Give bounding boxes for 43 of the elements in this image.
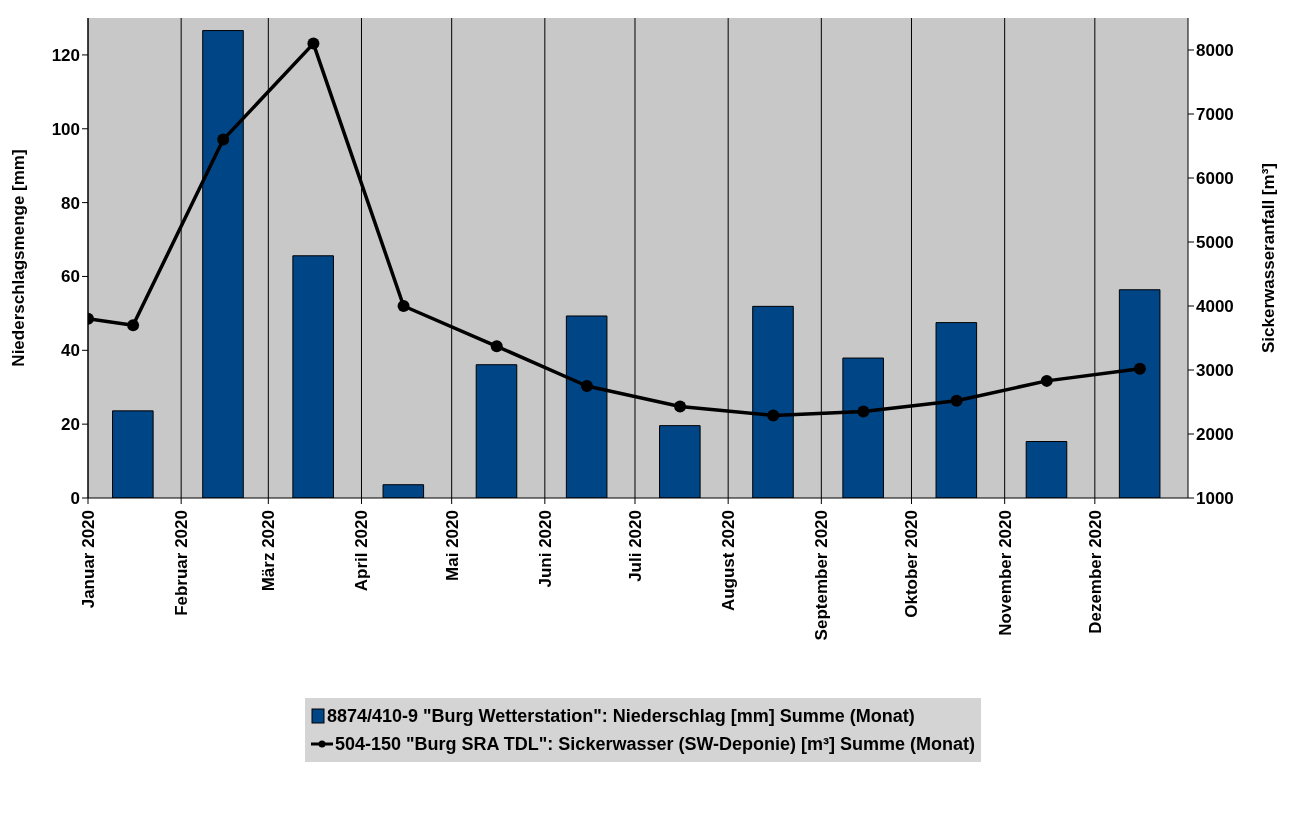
legend-label: 504-150 "Burg SRA TDL": Sickerwasser (SW-Deponie) [m³] Summe (Monat) xyxy=(334,733,976,755)
legend-label: 8874/410-9 "Burg Wetterstation": Niederschlag [mm] Summe (Monat) xyxy=(326,705,915,727)
y-tick-label: 80 xyxy=(61,193,80,213)
y2-axis-title: Sickerwasseranfall [m³] xyxy=(1259,163,1279,353)
y-tick-label: 100 xyxy=(51,119,80,139)
point xyxy=(580,380,593,392)
point xyxy=(1040,374,1053,387)
point xyxy=(307,37,320,50)
x-tick-label: Oktober 2020 xyxy=(902,510,922,618)
y2-tick-label: 7000 xyxy=(1196,105,1234,125)
x-tick-label: September 2020 xyxy=(812,510,832,641)
y-tick-label: 120 xyxy=(51,45,80,65)
point xyxy=(674,400,687,413)
point xyxy=(397,300,410,312)
point xyxy=(950,394,963,407)
x-tick-label: Juli 2020 xyxy=(625,510,645,582)
point xyxy=(767,409,780,422)
point xyxy=(490,340,503,353)
y2-tick-label: 6000 xyxy=(1196,169,1234,189)
y-axis-title: Niederschlagsmenge [mm] xyxy=(9,149,29,367)
y-tick-label: 60 xyxy=(61,267,80,287)
x-tick-label: Mai 2020 xyxy=(442,510,462,581)
point xyxy=(217,133,230,146)
y2-tick-label: 3000 xyxy=(1196,361,1234,381)
y-tick-label: 40 xyxy=(61,341,80,361)
point xyxy=(127,319,140,332)
x-tick-label: Januar 2020 xyxy=(79,510,98,609)
y2-tick-label: 4000 xyxy=(1196,297,1234,317)
x-tick-label: Februar 2020 xyxy=(172,510,192,616)
x-tick-label: August 2020 xyxy=(719,510,739,612)
y-tick-label: 0 xyxy=(70,489,80,509)
x-tick-label: November 2020 xyxy=(995,510,1015,636)
y2-tick-label: 8000 xyxy=(1196,41,1234,61)
x-tick-label: März 2020 xyxy=(259,510,279,592)
point xyxy=(857,405,870,418)
point xyxy=(1133,362,1146,375)
y2-tick-label: 1000 xyxy=(1196,489,1234,509)
y2-tick-label: 2000 xyxy=(1196,425,1234,445)
x-tick-label: Juni 2020 xyxy=(535,510,555,588)
y-tick-label: 20 xyxy=(61,415,80,435)
x-tick-label: Dezember 2020 xyxy=(1085,510,1105,634)
x-tick-label: April 2020 xyxy=(352,510,372,592)
y2-tick-label: 5000 xyxy=(1196,233,1234,253)
